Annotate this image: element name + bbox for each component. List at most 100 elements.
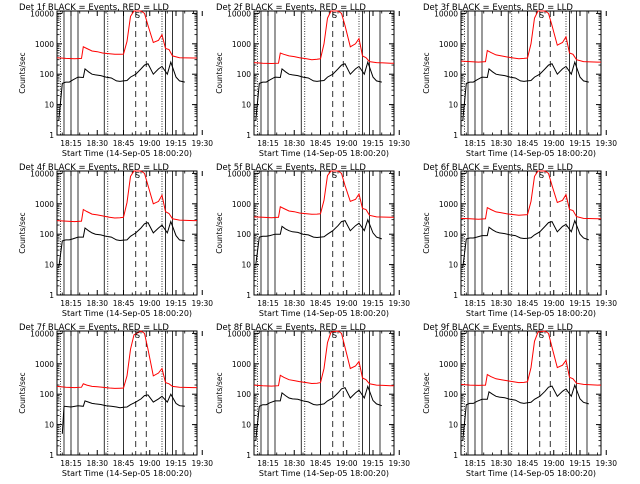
y-tick-label: 1000 — [35, 360, 54, 369]
x-tick-label: 19:00 — [139, 459, 161, 468]
x-tick-label: 19:30 — [595, 139, 617, 148]
y-tick-label: 10 — [44, 421, 54, 430]
panel-title: Det 1f BLACK = Events, RED = LLD — [19, 3, 169, 13]
x-axis-label: Start Time (14-Sep-05 18:00:20) — [466, 309, 596, 318]
plot-frame — [56, 10, 198, 136]
y-tick-label: 100 — [444, 230, 459, 239]
x-tick-label: 19:15 — [362, 459, 384, 468]
x-tick-label: 18:30 — [490, 139, 512, 148]
x-tick-label: 18:30 — [283, 139, 305, 148]
x-tick-label: 18:45 — [113, 139, 135, 148]
y-tick-label: 1000 — [35, 200, 54, 209]
y-tick-label: 10 — [44, 101, 54, 110]
panel-title: Det 9f BLACK = Events, RED = LLD — [423, 323, 573, 333]
y-tick-label: 1000 — [35, 40, 54, 49]
plot-frame — [253, 330, 395, 456]
plot-frame — [56, 170, 198, 296]
y-tick-label: 10000 — [434, 329, 458, 338]
x-tick-label: 18:15 — [464, 299, 486, 308]
x-tick-label: 18:30 — [283, 459, 305, 468]
plot-frame — [253, 10, 395, 136]
events-series-line — [61, 393, 185, 434]
y-tick-label: 100 — [40, 70, 55, 79]
x-tick-label: 18:45 — [113, 459, 135, 468]
y-tick-label: 10 — [241, 101, 251, 110]
panel-title: Det 5f BLACK = Events, RED = LLD — [216, 163, 366, 173]
x-tick-label: 19:30 — [595, 459, 617, 468]
panel-title: Det 3f BLACK = Events, RED = LLD — [423, 3, 573, 13]
x-tick-label: 18:30 — [86, 459, 108, 468]
y-tick-label: 10000 — [227, 169, 251, 178]
x-tick-label: 18:30 — [86, 299, 108, 308]
x-tick-label: 18:15 — [464, 459, 486, 468]
x-tick-label: 19:15 — [569, 459, 591, 468]
events-series-line — [462, 219, 589, 268]
lld-series-line — [56, 10, 197, 60]
y-tick-label: 100 — [444, 390, 459, 399]
y-tick-label: 1 — [49, 291, 54, 300]
y-tick-label: 1 — [49, 131, 54, 140]
x-tick-label: 18:45 — [310, 299, 332, 308]
lld-series-line — [253, 170, 394, 219]
events-series-line — [255, 384, 382, 441]
lld-series-line — [253, 330, 394, 387]
plot-frame — [56, 330, 198, 456]
panel-title: Det 8f BLACK = Events, RED = LLD — [216, 323, 366, 333]
y-tick-label: 1 — [453, 131, 458, 140]
marker-label: S — [332, 171, 337, 180]
x-tick-label: 19:00 — [336, 139, 358, 148]
events-series-line — [58, 220, 185, 268]
panel-title: Det 7f BLACK = Events, RED = LLD — [19, 323, 169, 333]
y-tick-label: 1000 — [439, 200, 458, 209]
x-tick-label: 18:45 — [517, 299, 539, 308]
x-tick-label: 18:30 — [283, 299, 305, 308]
y-tick-label: 1000 — [232, 40, 251, 49]
x-tick-label: 19:30 — [388, 139, 410, 148]
lld-series-line — [460, 330, 601, 386]
x-tick-label: 19:15 — [569, 299, 591, 308]
y-tick-label: 1 — [246, 291, 251, 300]
marker-label: S — [135, 171, 140, 180]
y-tick-label: 10000 — [434, 9, 458, 18]
events-series-line — [462, 60, 589, 121]
y-tick-label: 1 — [246, 131, 251, 140]
lld-series-line — [460, 10, 601, 63]
lld-series-line — [56, 170, 197, 223]
x-tick-label: 19:00 — [139, 139, 161, 148]
events-series-line — [255, 218, 382, 265]
marker-label: S — [539, 11, 544, 20]
lld-series-line — [460, 170, 601, 220]
marker-label: S — [135, 331, 140, 340]
x-tick-label: 18:45 — [310, 459, 332, 468]
panel-title: Det 6f BLACK = Events, RED = LLD — [423, 163, 573, 173]
marker-label: S — [135, 11, 140, 20]
x-axis-label: Start Time (14-Sep-05 18:00:20) — [62, 149, 192, 158]
x-tick-label: 19:15 — [165, 299, 187, 308]
y-tick-label: 10 — [241, 421, 251, 430]
marker-label: S — [539, 331, 544, 340]
events-series-line — [58, 60, 185, 121]
x-axis-label: Start Time (14-Sep-05 18:00:20) — [62, 469, 192, 478]
x-tick-label: 19:30 — [388, 459, 410, 468]
y-tick-label: 10 — [448, 101, 458, 110]
x-tick-label: 19:00 — [336, 459, 358, 468]
x-tick-label: 19:30 — [191, 459, 213, 468]
plot-frame — [460, 330, 602, 456]
events-series-line — [255, 60, 382, 121]
y-axis-label: Counts/sec — [215, 372, 224, 413]
x-tick-label: 19:00 — [543, 459, 565, 468]
x-tick-label: 18:45 — [113, 299, 135, 308]
x-axis-label: Start Time (14-Sep-05 18:00:20) — [259, 469, 389, 478]
x-tick-label: 18:45 — [517, 139, 539, 148]
plot-frame — [253, 170, 395, 296]
x-axis-label: Start Time (14-Sep-05 18:00:20) — [259, 149, 389, 158]
x-tick-label: 18:15 — [257, 459, 279, 468]
y-tick-label: 10000 — [434, 169, 458, 178]
x-tick-label: 18:15 — [60, 139, 82, 148]
x-axis-label: Start Time (14-Sep-05 18:00:20) — [466, 469, 596, 478]
